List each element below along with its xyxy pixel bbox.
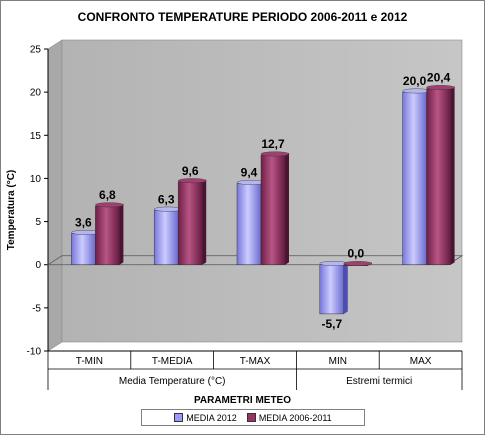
- x-tick-label: MIN: [329, 356, 347, 367]
- legend-swatch-0: [174, 413, 184, 422]
- x-tick-label: T-MEDIA: [152, 356, 193, 367]
- y-tick-label: 10: [30, 174, 42, 185]
- legend-item-1: MEDIA 2006-2011: [246, 412, 332, 423]
- data-label: 3,6: [75, 216, 92, 230]
- bar-top: [95, 202, 124, 208]
- bar: [426, 85, 455, 265]
- bar-front: [71, 233, 96, 265]
- y-tick-label: 0: [35, 260, 41, 271]
- bar-top: [426, 85, 455, 90]
- bar-front: [402, 91, 427, 265]
- bar-front: [260, 154, 286, 265]
- bar-top: [177, 178, 207, 184]
- data-label: 20,4: [427, 71, 451, 85]
- bar: [177, 178, 207, 265]
- bar-front: [153, 210, 179, 265]
- bar-side: [450, 86, 455, 265]
- bar-top: [260, 151, 290, 157]
- x-group-label: Estremi termici: [346, 376, 412, 387]
- bar-side: [119, 203, 124, 265]
- y-tick-label: -10: [27, 347, 42, 358]
- bar-side: [285, 152, 289, 265]
- side-wall: [47, 39, 63, 352]
- chart-title: CONFRONTO TEMPERATURE PERIODO 2006-2011 …: [77, 10, 408, 24]
- bar: [260, 151, 290, 265]
- y-tick-label: 15: [30, 131, 42, 142]
- y-tick-label: 20: [30, 88, 42, 99]
- data-label: 0,0: [347, 247, 364, 261]
- zero-plane: [46, 255, 464, 266]
- bar: [319, 261, 348, 315]
- x-tick-label: T-MAX: [240, 356, 271, 367]
- x-group-label: Media Temperature (°C): [119, 376, 226, 387]
- x-tick-label: MAX: [410, 356, 432, 367]
- bar-front: [426, 88, 451, 265]
- bar: [343, 261, 372, 266]
- bar-front: [236, 183, 262, 265]
- data-label: 6,8: [99, 188, 116, 202]
- bar-front: [177, 181, 203, 265]
- data-label: 20,0: [403, 74, 427, 88]
- y-tick-label: 5: [35, 217, 41, 228]
- bar: [95, 202, 124, 265]
- bar-side: [343, 262, 348, 314]
- x-axis-label: PARAMETRI METEO: [193, 395, 292, 406]
- data-label: 9,6: [182, 164, 199, 178]
- data-label: 12,7: [261, 137, 285, 151]
- bar-side: [202, 179, 207, 265]
- legend-label-0: MEDIA 2012: [186, 412, 237, 423]
- bar-front: [319, 264, 345, 315]
- y-tick-label: 25: [30, 45, 42, 56]
- x-tick-label: T-MIN: [76, 356, 103, 367]
- data-label: -5,7: [321, 317, 342, 331]
- legend-item-0: MEDIA 2012: [174, 413, 237, 423]
- legend-label-1: MEDIA 2006-2011: [258, 412, 332, 423]
- y-tick-label: -5: [32, 303, 41, 314]
- bar-front: [95, 205, 120, 265]
- data-label: 9,4: [241, 166, 258, 180]
- legend-swatch-1: [246, 413, 256, 422]
- legend: MEDIA 2012 MEDIA 2006-2011: [141, 409, 365, 426]
- data-label: 6,3: [158, 192, 175, 206]
- bar-top: [343, 261, 372, 266]
